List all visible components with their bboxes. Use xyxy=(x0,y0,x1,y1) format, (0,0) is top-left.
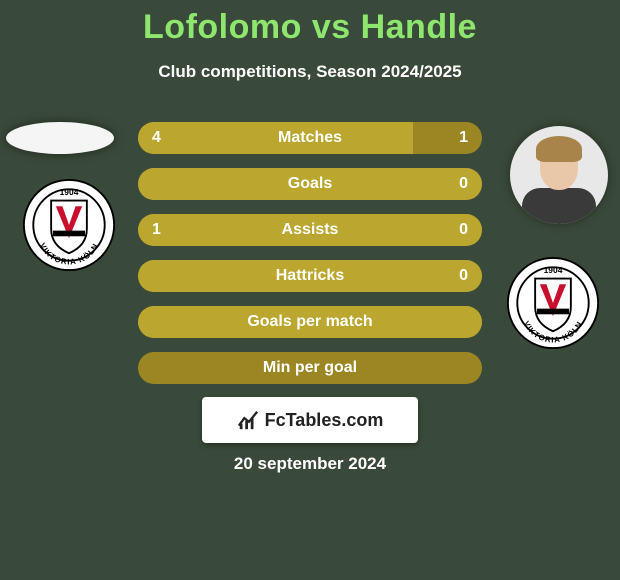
club-badge-left: 1904 VIKTORIA KÖLN xyxy=(22,178,116,272)
stat-row: Min per goal xyxy=(138,352,482,384)
attribution-box[interactable]: FcTables.com xyxy=(202,397,418,443)
footer-date: 20 september 2024 xyxy=(0,454,620,474)
chart-icon xyxy=(237,409,259,431)
stat-row: 41Matches xyxy=(138,122,482,154)
avatar-hair xyxy=(536,136,582,162)
player-avatar-left xyxy=(6,122,114,154)
avatar-shirt xyxy=(522,188,596,224)
stat-row: Goals per match xyxy=(138,306,482,338)
stat-row: 0Goals xyxy=(138,168,482,200)
subtitle: Club competitions, Season 2024/2025 xyxy=(0,62,620,82)
badge-year: 1904 xyxy=(544,265,563,275)
stat-label: Goals xyxy=(138,168,482,200)
player-avatar-right xyxy=(510,126,608,224)
stat-label: Assists xyxy=(138,214,482,246)
attribution-text: FcTables.com xyxy=(265,410,384,431)
stat-label: Goals per match xyxy=(138,306,482,338)
stat-label: Min per goal xyxy=(138,352,482,384)
stat-row: 0Hattricks xyxy=(138,260,482,292)
badge-year: 1904 xyxy=(60,187,79,197)
page-title: Lofolomo vs Handle xyxy=(0,8,620,47)
stat-row: 10Assists xyxy=(138,214,482,246)
club-badge-right: 1904 VIKTORIA KÖLN xyxy=(506,256,600,350)
stat-label: Matches xyxy=(138,122,482,154)
stat-label: Hattricks xyxy=(138,260,482,292)
